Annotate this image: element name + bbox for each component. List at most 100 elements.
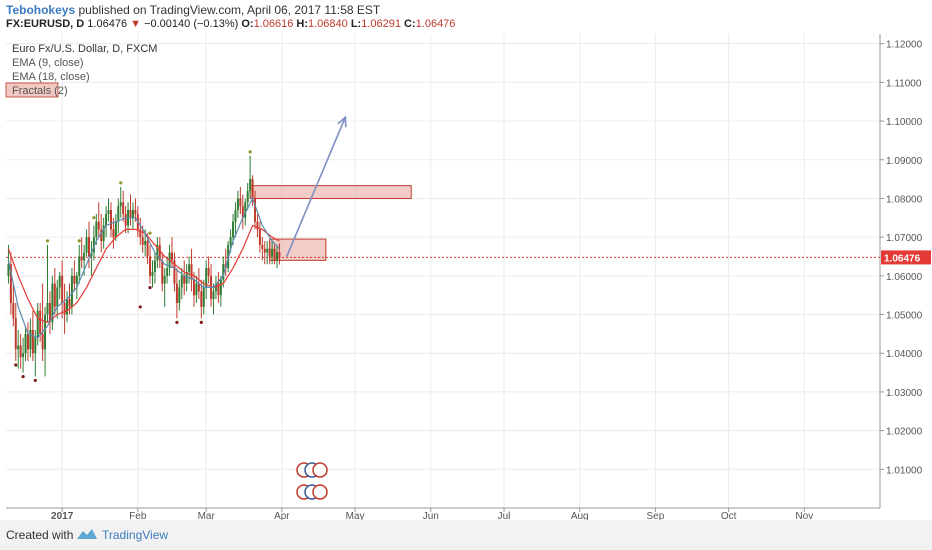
y-tick-label: 1.06000 <box>886 272 923 283</box>
candle-body <box>149 256 152 276</box>
candle-body <box>80 256 83 261</box>
x-tick-label: 2017 <box>51 511 74 520</box>
candle-body <box>222 264 225 280</box>
chart-background <box>0 34 932 520</box>
candle-body <box>61 275 64 303</box>
close-label: C: <box>404 18 416 30</box>
candle-body <box>53 283 56 307</box>
candle-body <box>66 299 69 315</box>
y-tick-label: 1.09000 <box>886 156 923 167</box>
y-tick-label: 1.03000 <box>886 388 923 399</box>
x-tick-label: Sep <box>646 511 664 520</box>
legend-fractals[interactable]: Fractals (2) <box>12 85 68 97</box>
fractal-up-marker <box>248 150 252 154</box>
price-chart[interactable]: 1.06476 1.12000 1.11000 1.10000 1.09000 1.08… <box>0 34 932 520</box>
legend-ema18[interactable]: EMA (18, close) <box>12 71 90 83</box>
candle-body <box>109 210 112 230</box>
candle-body <box>183 275 186 284</box>
candle-body <box>26 333 29 350</box>
fractal-down-marker <box>148 285 152 290</box>
y-tick-label: 1.11000 <box>886 78 922 89</box>
author-link[interactable]: Tebohokeys <box>6 3 76 17</box>
fractal-down-marker <box>14 363 18 367</box>
candle-body <box>205 268 208 288</box>
tradingview-brand-link[interactable]: TradingView <box>102 528 169 542</box>
candle-body <box>70 275 73 307</box>
candle-body <box>246 190 249 203</box>
x-tick-label: Aug <box>571 511 589 520</box>
legend-ema9[interactable]: EMA (9, close) <box>12 57 84 69</box>
candle-body <box>234 210 237 222</box>
change-down-icon: ▼ <box>130 18 142 30</box>
candle-body <box>188 264 191 272</box>
candle-body <box>131 210 134 218</box>
chart-legend: Euro Fx/U.S. Dollar, D, FXCM EMA (9, clo… <box>5 43 157 98</box>
candle-body <box>153 260 156 272</box>
candle-body <box>271 248 274 257</box>
projection-arrow <box>286 115 347 257</box>
candle-body <box>9 264 12 303</box>
ema9-line <box>7 196 280 339</box>
candle-body <box>51 283 54 323</box>
candle-body <box>229 237 232 245</box>
x-tick-label: Jun <box>423 511 439 520</box>
candle-body <box>46 302 49 315</box>
candle-body <box>146 241 149 257</box>
candle-body <box>134 210 137 214</box>
candle-body <box>102 225 105 242</box>
economic-events-icon[interactable] <box>296 462 328 500</box>
x-tick-label: Apr <box>274 511 290 520</box>
candle-body <box>151 271 154 276</box>
fractal-down-marker <box>175 320 179 324</box>
chart-axes: 1.12000 1.11000 1.10000 1.09000 1.08000 1.070… <box>6 34 923 520</box>
candle-body <box>39 310 42 334</box>
candle-body <box>180 275 183 288</box>
symbol-label: FX:EURUSD, D <box>6 18 85 30</box>
candle-body <box>41 333 44 350</box>
candle-body <box>219 279 222 296</box>
y-tick-label: 1.04000 <box>886 349 923 360</box>
candle-body <box>22 353 25 358</box>
candle-body <box>124 213 127 226</box>
candle-body <box>207 268 210 276</box>
x-tick-label: Jul <box>498 511 511 520</box>
candle-body <box>163 275 166 284</box>
candle-body <box>114 221 117 238</box>
x-tick-label: Feb <box>129 511 147 520</box>
candle-body <box>202 287 205 307</box>
open-value: 1.06616 <box>253 18 294 30</box>
candle-body <box>161 260 164 284</box>
candle-body <box>58 275 61 288</box>
candle-body <box>129 210 132 218</box>
y-tick-label: 1.07000 <box>886 233 923 244</box>
last-price: 1.06476 <box>87 18 128 30</box>
candle-body <box>278 252 281 258</box>
candle-body <box>232 221 235 238</box>
candle-body <box>171 252 174 261</box>
candle-body <box>100 229 103 242</box>
candle-body <box>17 345 20 350</box>
x-tick-label: Nov <box>795 511 813 520</box>
candle-body <box>88 237 91 257</box>
candle-body <box>239 198 242 207</box>
candle-body <box>249 179 252 191</box>
candle-body <box>141 237 144 245</box>
publish-line: Tebohokeys published on TradingView.com,… <box>6 3 380 17</box>
fractal-up-marker <box>148 231 152 235</box>
supply-demand-zones <box>249 185 412 261</box>
candle-body <box>90 252 93 257</box>
candle-body <box>92 237 95 253</box>
candle-body <box>107 210 110 214</box>
fractal-down-marker <box>33 378 37 383</box>
candle-body <box>190 264 193 280</box>
fractal-down-marker <box>21 374 25 379</box>
candle-body <box>258 229 261 245</box>
candle-body <box>78 256 81 276</box>
x-tick-label: Oct <box>721 511 737 520</box>
candle-body <box>73 275 76 284</box>
candle-body <box>7 264 10 276</box>
zone-rectangle <box>249 185 412 199</box>
candle-body <box>12 302 15 319</box>
candle-body <box>48 302 51 323</box>
candle-body <box>75 275 78 284</box>
